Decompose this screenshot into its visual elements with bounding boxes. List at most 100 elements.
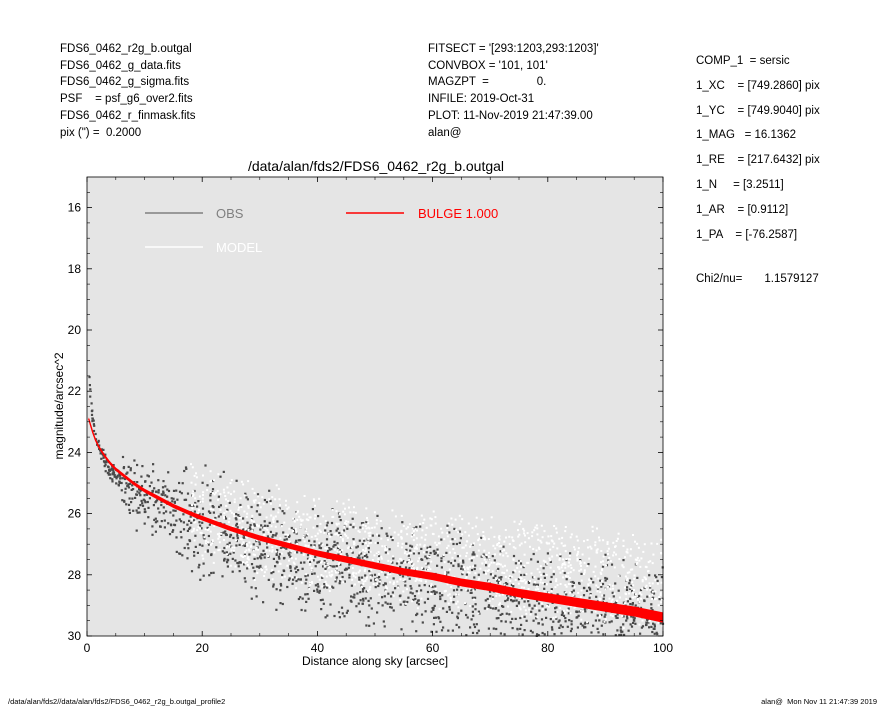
x-axis-label: Distance along sky [arcsec]	[302, 654, 448, 668]
model-point	[446, 532, 449, 535]
obs-point	[494, 607, 498, 610]
model-point	[251, 526, 254, 529]
obs-point	[319, 599, 322, 602]
model-point	[416, 566, 419, 569]
obs-point	[120, 481, 123, 485]
obs-point	[446, 524, 449, 527]
model-point	[564, 563, 567, 566]
model-point	[284, 504, 287, 507]
model-point	[337, 563, 340, 566]
obs-point	[359, 599, 362, 602]
model-point	[343, 513, 346, 516]
obs-point	[345, 611, 348, 614]
obs-point	[358, 578, 361, 582]
obs-point	[570, 623, 573, 626]
model-point	[527, 588, 530, 590]
model-point	[510, 610, 513, 613]
obs-point	[629, 603, 632, 606]
obs-point	[139, 489, 142, 492]
header-left-line: FDS6_0462_g_sigma.fits	[60, 76, 190, 89]
model-point	[635, 559, 638, 561]
model-point	[327, 566, 330, 569]
model-point	[384, 547, 387, 549]
obs-point	[131, 484, 134, 487]
obs-point	[588, 596, 591, 599]
model-point	[623, 602, 626, 605]
obs-point	[471, 596, 474, 599]
model-point	[244, 562, 247, 565]
obs-point	[245, 529, 248, 532]
obs-point	[571, 585, 574, 588]
model-point	[640, 557, 643, 560]
obs-point	[252, 566, 255, 569]
model-point	[269, 502, 272, 505]
obs-point	[587, 563, 590, 566]
obs-point	[338, 572, 341, 575]
obs-point	[625, 619, 628, 622]
obs-point	[199, 524, 202, 527]
model-point	[424, 533, 427, 536]
obs-point	[631, 602, 634, 605]
obs-point	[457, 563, 460, 566]
model-point	[420, 514, 423, 517]
obs-point	[415, 630, 418, 633]
obs-point	[326, 614, 329, 617]
model-point	[394, 515, 397, 518]
x-axis-ticks: 0 20 40 60 80 100	[84, 177, 673, 655]
model-point	[338, 561, 341, 564]
model-point	[324, 570, 327, 573]
obs-point	[430, 591, 433, 594]
model-point	[226, 486, 229, 489]
model-point	[538, 546, 540, 549]
obs-point	[299, 539, 302, 542]
obs-point	[429, 551, 432, 555]
obs-point	[423, 601, 426, 604]
model-point	[518, 523, 521, 526]
obs-point	[226, 543, 229, 546]
model-point	[482, 531, 485, 533]
model-point	[539, 578, 542, 581]
model-point	[283, 575, 286, 578]
obs-point	[659, 622, 662, 625]
obs-point	[253, 570, 256, 573]
model-point	[517, 529, 519, 532]
model-point	[258, 502, 261, 504]
model-point	[598, 616, 601, 618]
model-point	[411, 600, 414, 603]
obs-point	[530, 558, 533, 561]
model-point	[271, 578, 274, 581]
obs-point	[365, 590, 368, 593]
obs-point	[387, 592, 390, 595]
model-point	[491, 574, 494, 577]
obs-point	[378, 576, 381, 579]
obs-point	[521, 633, 524, 636]
obs-point	[535, 617, 538, 620]
model-point	[470, 557, 473, 560]
model-point	[481, 554, 484, 557]
model-point	[531, 535, 534, 538]
model-point	[411, 532, 414, 535]
model-point	[603, 620, 606, 623]
obs-point	[88, 376, 91, 379]
model-point	[307, 544, 310, 547]
obs-point	[365, 624, 368, 627]
model-point	[519, 579, 522, 582]
obs-point	[357, 602, 360, 605]
obs-point	[207, 534, 210, 538]
model-point	[516, 566, 519, 569]
model-point	[525, 573, 528, 575]
model-point	[563, 561, 566, 564]
obs-point	[351, 517, 354, 520]
model-point	[583, 571, 586, 574]
obs-point	[614, 634, 617, 637]
obs-point	[269, 530, 272, 533]
obs-point	[313, 544, 316, 547]
obs-point	[356, 556, 359, 559]
model-point	[660, 601, 663, 604]
obs-point	[186, 492, 190, 495]
obs-point	[550, 575, 553, 579]
bulge-curve	[88, 417, 664, 623]
model-point	[520, 580, 523, 583]
obs-point	[512, 584, 515, 587]
obs-point	[243, 544, 246, 547]
